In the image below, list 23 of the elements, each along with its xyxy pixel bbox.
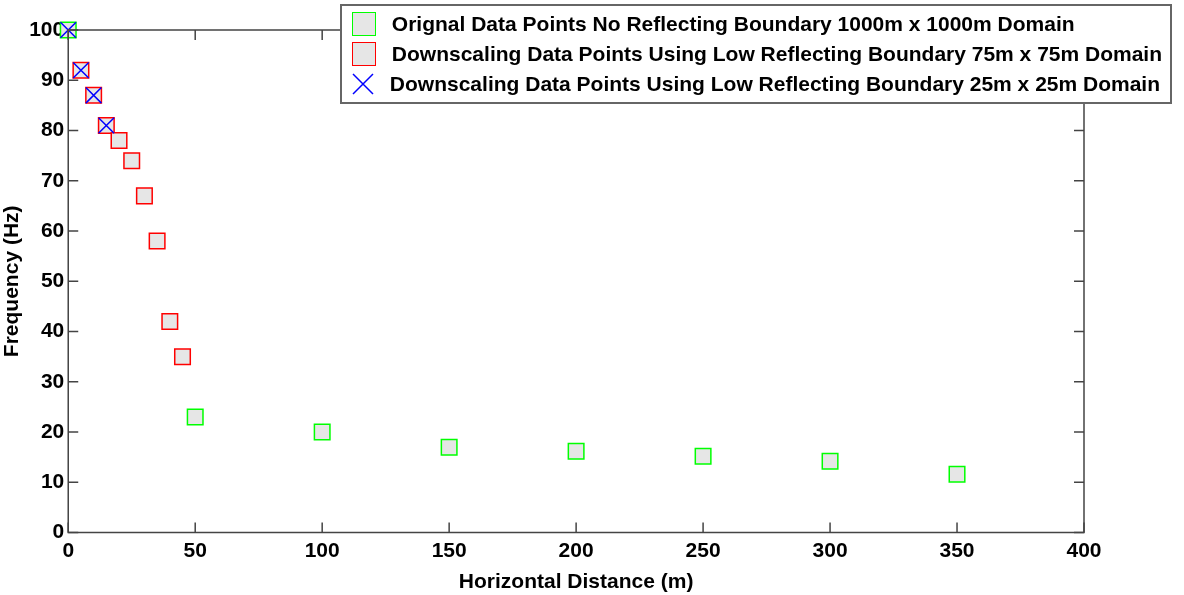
y-tick-label: 30 — [40, 368, 65, 392]
y-tick-label: 20 — [40, 418, 65, 442]
x-tick-label: 50 — [183, 538, 207, 561]
y-tick-label: 70 — [40, 167, 65, 191]
x-tick-label: 100 — [304, 538, 340, 561]
y-tick-label: 0 — [52, 519, 65, 543]
y-tick-label: 60 — [40, 217, 65, 241]
y-tick-label: 80 — [40, 117, 65, 141]
y-tick-label: 10 — [40, 469, 65, 493]
y-tick-label: 50 — [40, 268, 65, 292]
y-tick-label: 90 — [40, 67, 65, 91]
x-tick-label: 400 — [1066, 538, 1102, 561]
legend-label: Orignal Data Points No Reflecting Boundary 1000m x 1000m Domain — [391, 11, 1075, 37]
x-tick-label: 150 — [431, 538, 467, 561]
legend-label: Downscaling Data Points Using Low Reflecting Boundary 25m x 25m Domain — [389, 71, 1160, 97]
y-axis-title: Frequency (Hz) — [0, 205, 23, 358]
x-axis-title: Horizontal Distance (m) — [458, 569, 694, 593]
legend-label: Downscaling Data Points Using Low Reflecting Boundary 75m x 75m Domain — [391, 41, 1162, 67]
x-tick-label: 300 — [812, 538, 848, 561]
y-tick-label: 40 — [40, 318, 65, 342]
x-tick-label: 350 — [939, 538, 975, 561]
x-tick-label: 250 — [685, 538, 721, 561]
x-tick-label: 200 — [558, 538, 594, 561]
